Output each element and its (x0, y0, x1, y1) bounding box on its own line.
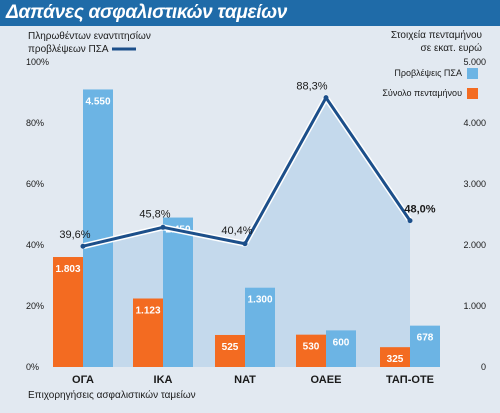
y-right-tick-label: 1.000 (463, 301, 486, 311)
bar-forecast-label: 4.550 (85, 96, 110, 107)
line-point-label: 88,3% (296, 81, 327, 93)
y-left-tick-label: 20% (26, 301, 44, 311)
category-label: ΟΑΕΕ (311, 374, 342, 386)
chart-title: Δαπάνες ασφαλιστικών ταμείων (6, 2, 288, 23)
bar-total-label: 530 (303, 342, 320, 353)
y-left-tick-label: 60% (26, 179, 44, 189)
y-right-tick-label: 3.000 (463, 179, 486, 189)
bar-total-label: 525 (222, 342, 239, 353)
category-label: ΟΓΑ (72, 374, 94, 386)
line-point (323, 95, 329, 101)
y-right-tick-label: 2.000 (463, 240, 486, 250)
legend: Προβλέψεις ΠΣΑ Σύνολο πενταμήνου (352, 66, 478, 104)
bar-total-label: 1.123 (135, 305, 160, 316)
category-label: ΝΑΤ (234, 374, 256, 386)
y-right-tick-label: 0 (481, 362, 486, 372)
bar-forecast-label: 600 (333, 337, 350, 348)
line-legend-line2: προβλέψεων ΠΣΑ (28, 44, 109, 55)
line-point (160, 224, 166, 230)
line-point (242, 241, 248, 247)
legend-item-blue: Προβλέψεις ΠΣΑ (394, 68, 462, 78)
category-label: ΙΚΑ (154, 374, 173, 386)
legend-swatch-blue (467, 68, 478, 79)
line-point-label: 45,8% (139, 208, 170, 220)
legend-item-orange: Σύνολο πενταμήνου (382, 88, 462, 98)
line-legend-line1: Πληρωθέντων εναντι­τ­ησίων (28, 31, 151, 42)
bar-total (296, 334, 326, 367)
line-point-label: 40,4% (221, 225, 252, 237)
title-bar: Δαπάνες ασφαλιστικών ταμείων (0, 0, 500, 26)
right-note-line2: σε εκατ. ευρώ (420, 43, 482, 54)
bar-forecast (163, 217, 193, 367)
legend-swatch-orange (467, 88, 478, 99)
line-point (80, 243, 86, 249)
y-left-tick-label: 80% (26, 118, 44, 128)
bar-forecast-label: 678 (417, 333, 434, 344)
bar-total (53, 257, 83, 367)
y-left-tick-label: 100% (26, 57, 49, 67)
footnote: Επιχορηγήσεις ασφαλιστικών ταμείων (28, 390, 196, 401)
bar-total-label: 1.803 (55, 264, 80, 275)
line-point (407, 218, 413, 224)
bar-forecast-label: 1.300 (247, 295, 272, 306)
y-left-tick-label: 0% (26, 362, 39, 372)
bar-total (133, 298, 163, 367)
bar-forecast (83, 89, 113, 367)
line-point-label: 39,6% (59, 229, 90, 241)
category-label: ΤΑΠ-ΟΤΕ (386, 374, 434, 386)
bar-forecast (410, 325, 440, 367)
right-note-line1: Στοιχεία πενταμήνου (390, 30, 482, 41)
y-right-tick-label: 5.000 (463, 57, 486, 67)
y-left-tick-label: 40% (26, 240, 44, 250)
y-right-tick-label: 4.000 (463, 118, 486, 128)
bar-total (215, 334, 245, 367)
bar-total-label: 325 (387, 354, 404, 365)
line-point-label: 48,0% (404, 204, 435, 216)
bar-forecast (245, 287, 275, 367)
bar-total (380, 347, 410, 367)
bar-forecast (326, 330, 356, 367)
